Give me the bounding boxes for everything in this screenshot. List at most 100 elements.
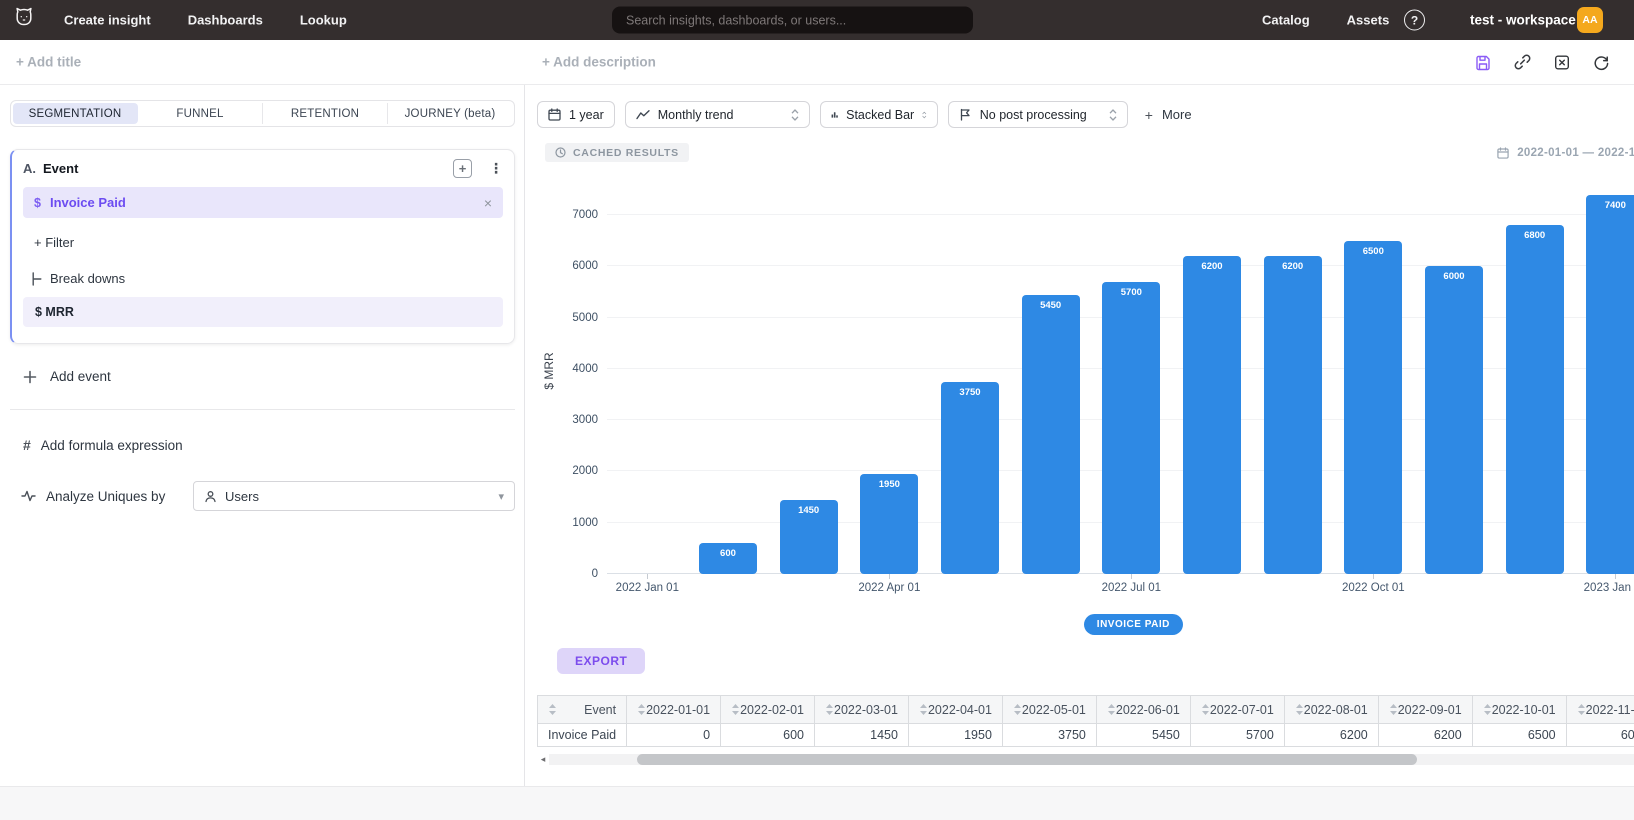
chart-bar-2022-02-01[interactable]: 600: [698, 543, 757, 574]
more-options-button[interactable]: + More: [1145, 107, 1192, 123]
tab-segmentation[interactable]: SEGMENTATION: [13, 103, 138, 124]
search-input[interactable]: [612, 6, 973, 34]
sort-icon[interactable]: [1295, 704, 1304, 715]
analyze-uniques-label: Analyze Uniques by: [46, 488, 166, 504]
chart-bar-2022-06-01[interactable]: 5450: [1021, 294, 1080, 574]
chart-bar-2023-01-01[interactable]: 7400: [1586, 194, 1634, 574]
sort-icon[interactable]: [637, 704, 646, 715]
trend-granularity-select[interactable]: Monthly trend: [624, 101, 810, 128]
table-header-2022-07-01[interactable]: 2022-07-01: [1189, 695, 1285, 724]
sort-icon[interactable]: [1389, 704, 1398, 715]
export-button[interactable]: EXPORT: [557, 648, 646, 674]
nav-item-assets[interactable]: Assets: [1346, 12, 1390, 28]
event-row-index: A.: [23, 161, 36, 176]
sort-icon[interactable]: [1107, 704, 1116, 715]
chart-bar-2022-10-01[interactable]: 6500: [1344, 240, 1403, 574]
breakdown-value-row[interactable]: $ MRR: [23, 297, 503, 327]
sort-icon[interactable]: [1013, 704, 1022, 715]
table-header-2022-09-01[interactable]: 2022-09-01: [1377, 695, 1473, 724]
table-cell-value: 3750: [1001, 723, 1097, 747]
add-event-button[interactable]: Add event: [10, 369, 515, 384]
date-range-button[interactable]: 1 year: [537, 101, 615, 128]
add-formula-button[interactable]: # Add formula expression: [10, 437, 515, 453]
chart-bar-2022-04-01[interactable]: 1950: [860, 474, 919, 574]
remove-event-icon[interactable]: ×: [483, 194, 492, 211]
tab-funnel[interactable]: FUNNEL: [138, 103, 263, 124]
analyze-entity-select[interactable]: Users ▾: [193, 481, 515, 511]
chart-type-select[interactable]: Stacked Bar: [819, 101, 938, 128]
post-processing-select[interactable]: No post processing: [947, 101, 1128, 128]
chart-bar-2022-07-01[interactable]: 5700: [1102, 281, 1161, 574]
tab-journey-beta[interactable]: JOURNEY (beta): [404, 107, 496, 120]
table-header-2022-11-01[interactable]: 2022-11-01: [1565, 695, 1634, 724]
nav-item-dashboards[interactable]: Dashboards: [187, 12, 263, 28]
global-search: [612, 6, 973, 34]
selected-event-row[interactable]: $ Invoice Paid ×: [23, 187, 503, 218]
bar-value-label: 7400: [1604, 199, 1626, 211]
breakdown-icon: [32, 271, 42, 286]
chart-bar-2022-11-01[interactable]: 6000: [1424, 266, 1483, 574]
chart-bar-2022-09-01[interactable]: 6200: [1263, 256, 1322, 574]
sort-icon[interactable]: [1577, 704, 1586, 715]
query-date-range[interactable]: 2022-01-01 — 2022-12-31: [1497, 147, 1634, 159]
table-header-2022-06-01[interactable]: 2022-06-01: [1095, 695, 1191, 724]
table-header-2022-08-01[interactable]: 2022-08-01: [1283, 695, 1379, 724]
add-event-label: Add event: [50, 369, 111, 384]
workspace-name[interactable]: test - workspace: [1470, 12, 1576, 28]
table-header-row: Event 2022-01-01 2022-02-01 2022-03-01 2022-…: [537, 695, 1634, 724]
chevron-down-icon: ▾: [498, 490, 504, 503]
add-description-button[interactable]: + Add description: [542, 54, 656, 70]
table-header-label: 2022-08-01: [1303, 702, 1368, 717]
add-title-button[interactable]: + Add title: [16, 54, 82, 70]
results-panel: 1 year Monthly trend Stacked Bar: [525, 85, 1634, 786]
y-axis-tick-label: 3000: [572, 414, 598, 427]
breakdowns-button[interactable]: Break downs: [23, 271, 503, 286]
chart-bar-2022-08-01[interactable]: 6200: [1182, 256, 1241, 574]
y-axis-tick-label: 0: [591, 568, 598, 580]
calendar-icon: [1497, 146, 1509, 159]
link-icon[interactable]: [1513, 53, 1532, 72]
table-header-2022-02-01[interactable]: 2022-02-01: [720, 695, 816, 724]
table-header-2022-04-01[interactable]: 2022-04-01: [907, 695, 1003, 724]
legend-pill-invoice-paid[interactable]: INVOICE PAID: [1083, 614, 1183, 635]
scroll-left-icon[interactable]: ◂: [540, 753, 546, 764]
chart-bar-2022-12-01[interactable]: 6800: [1505, 225, 1564, 574]
bar-value-label: 1950: [878, 479, 900, 490]
nav-item-create-insight[interactable]: Create insight: [64, 12, 151, 28]
scrollbar-thumb[interactable]: [636, 753, 1417, 765]
tab-retention[interactable]: RETENTION: [263, 103, 388, 124]
bar-chart: $ MRR 0 1000 2000 3000 4000 5000 6000 7000 600 14…: [537, 172, 1634, 608]
sort-icon[interactable]: [919, 704, 928, 715]
table-header-event[interactable]: Event: [537, 695, 628, 724]
sort-icon[interactable]: [825, 704, 834, 715]
sort-icon[interactable]: [731, 704, 740, 715]
table-header-label: 2022-01-01: [646, 702, 711, 717]
table-header-2022-03-01[interactable]: 2022-03-01: [814, 695, 909, 724]
sort-icon[interactable]: [1201, 704, 1210, 715]
table-header-label: 2022-06-01: [1115, 702, 1180, 717]
top-navbar: Create insight Dashboards Lookup Catalog As…: [0, 0, 1634, 40]
app-logo-cat-icon[interactable]: [12, 6, 36, 35]
add-inline-plus-icon[interactable]: +: [453, 159, 472, 178]
refresh-icon[interactable]: [1592, 53, 1610, 71]
event-menu-dots-icon[interactable]: ⋮: [489, 160, 503, 176]
user-avatar[interactable]: AA: [1577, 7, 1603, 33]
table-header-2022-10-01[interactable]: 2022-10-01: [1471, 695, 1567, 724]
y-axis-label: $ MRR: [542, 352, 556, 390]
clear-icon[interactable]: [1553, 53, 1571, 71]
save-icon[interactable]: [1474, 53, 1492, 71]
scrollbar-track[interactable]: [549, 753, 1634, 765]
table-header-label: 2022-07-01: [1209, 702, 1274, 717]
help-icon[interactable]: ?: [1404, 9, 1425, 31]
add-filter-button[interactable]: + Filter: [34, 235, 75, 250]
sort-icon[interactable]: [1483, 704, 1492, 715]
table-header-2022-05-01[interactable]: 2022-05-01: [1001, 695, 1097, 724]
bar-value-label: 5700: [1120, 286, 1142, 298]
nav-item-catalog[interactable]: Catalog: [1262, 12, 1310, 28]
table-cell-value: 600: [720, 723, 816, 747]
nav-item-lookup[interactable]: Lookup: [299, 12, 347, 28]
chart-bar-2022-03-01[interactable]: 1450: [779, 499, 838, 574]
table-header-2022-01-01[interactable]: 2022-01-01: [626, 695, 722, 724]
sort-icon[interactable]: [548, 704, 557, 715]
chart-bar-2022-05-01[interactable]: 3750: [940, 381, 999, 574]
